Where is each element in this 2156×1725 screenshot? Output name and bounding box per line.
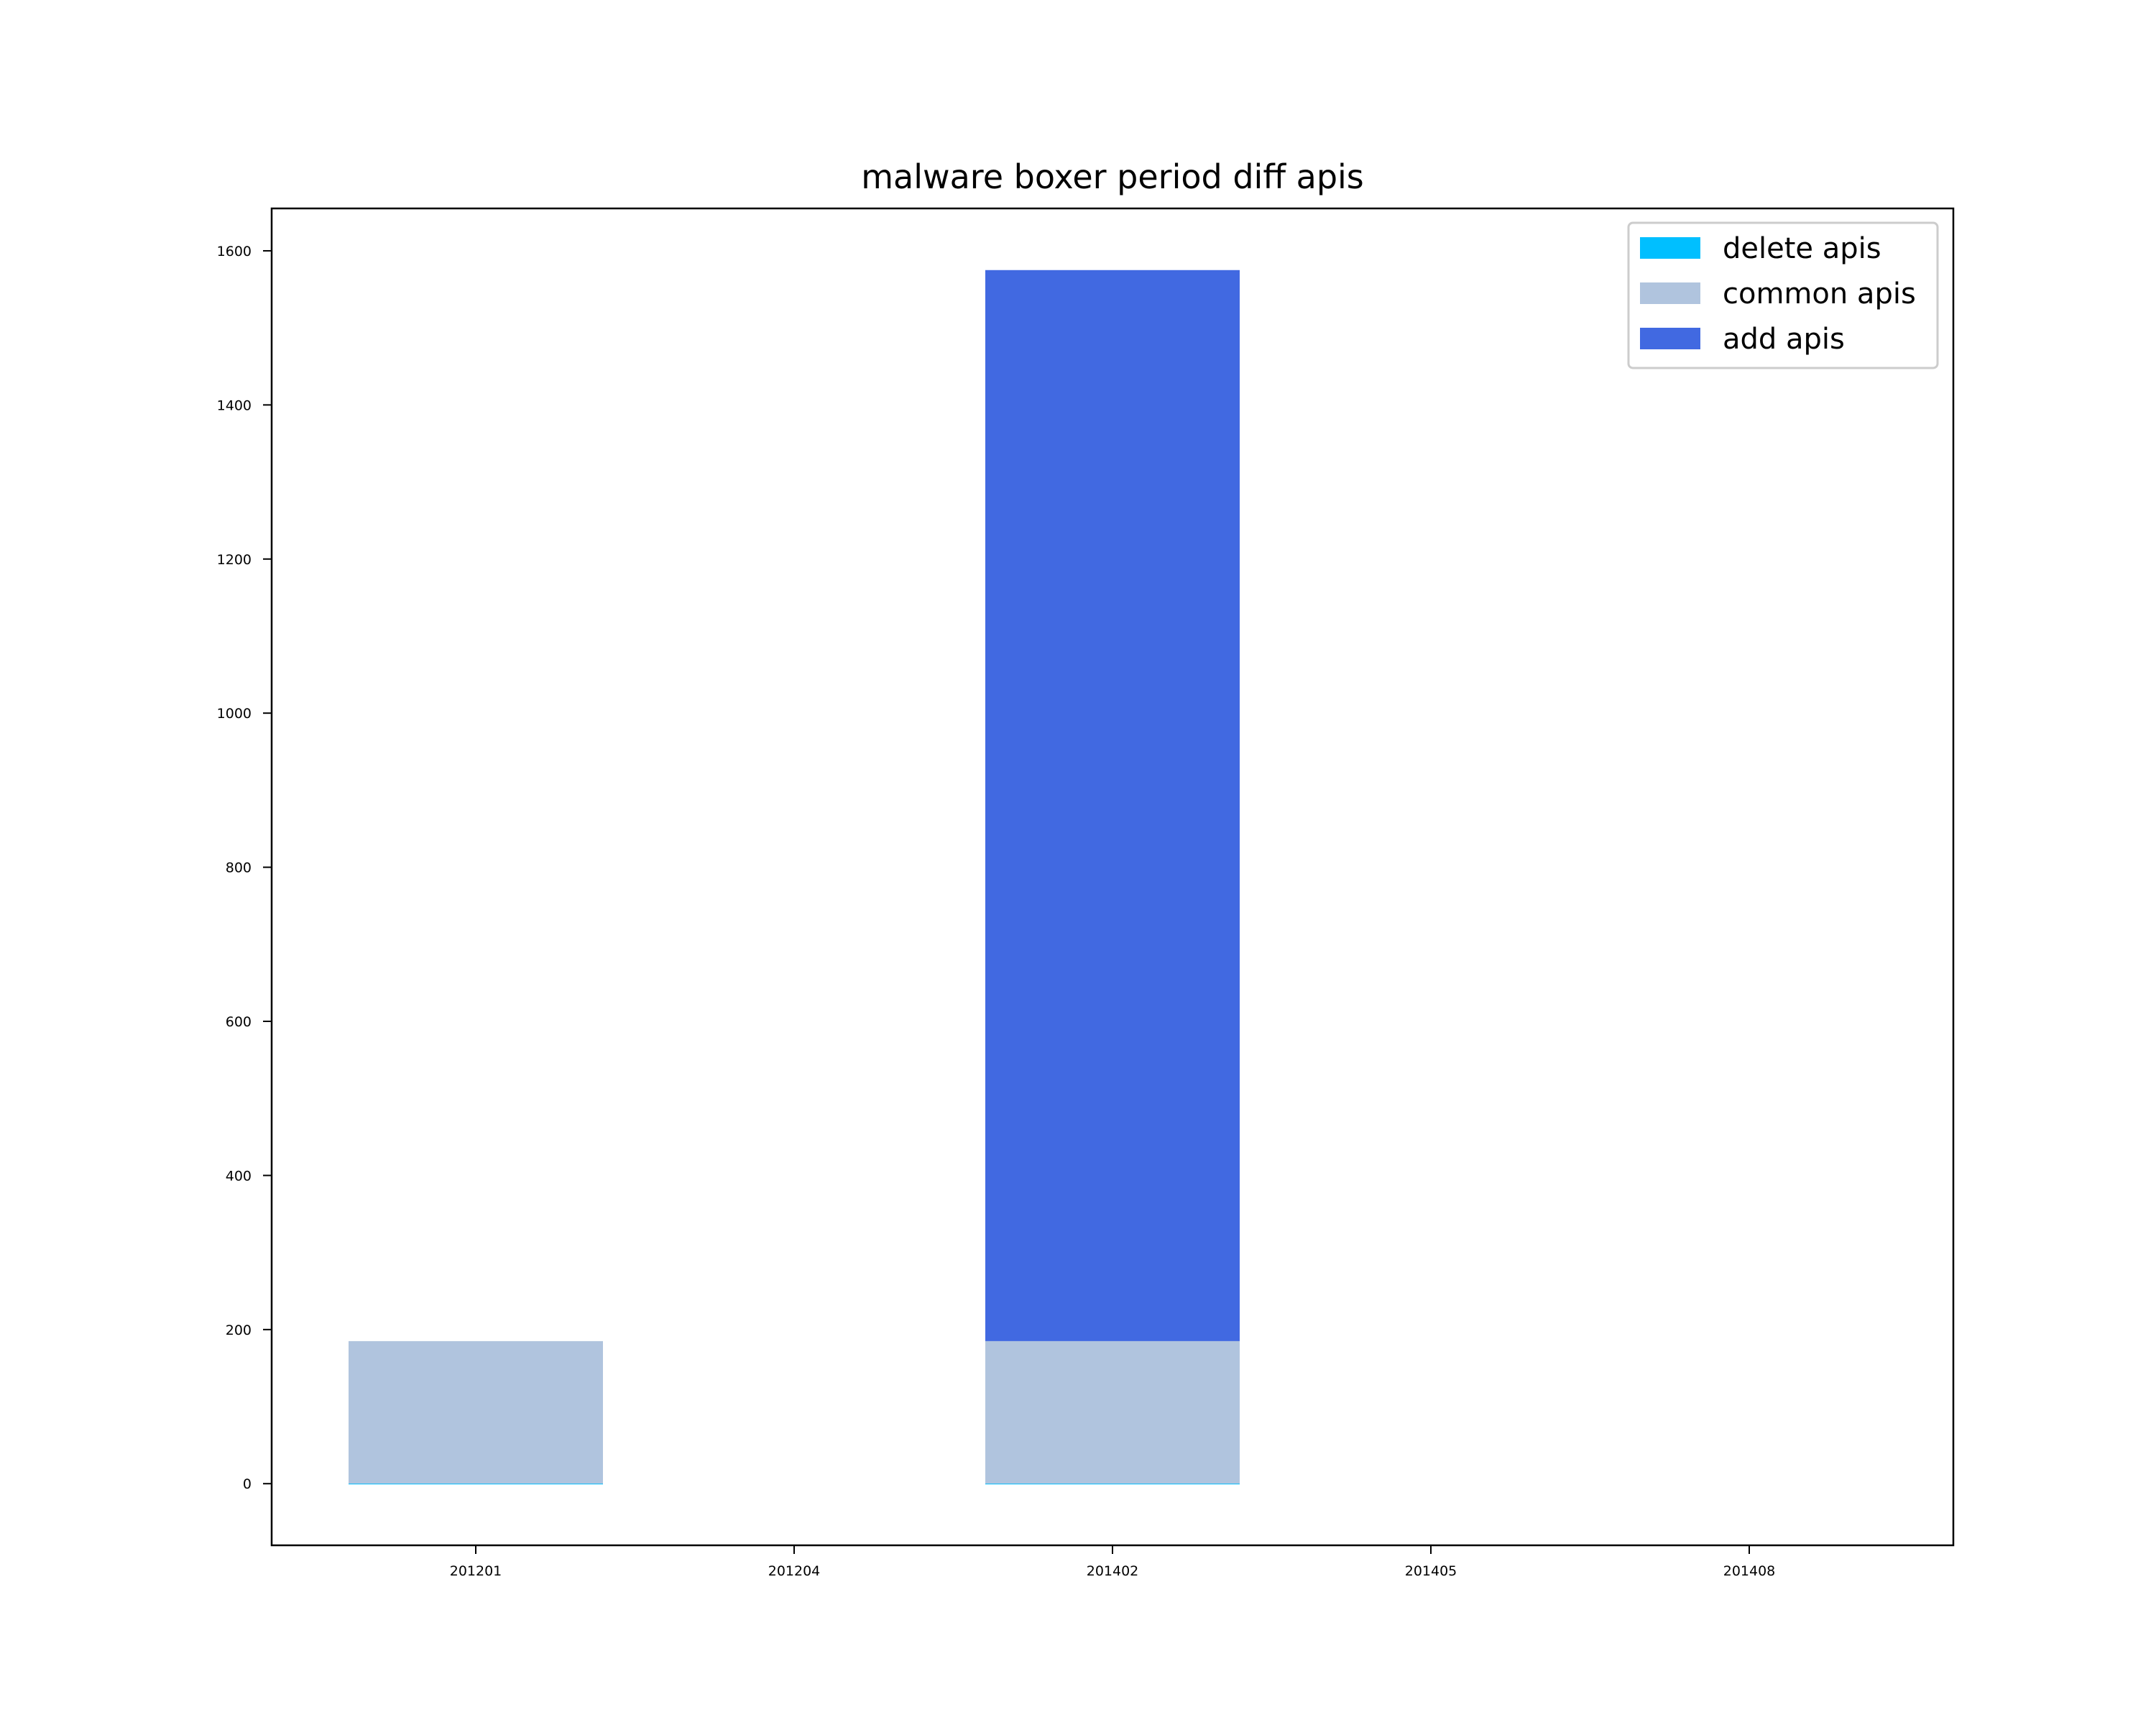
y-tick-label: 400 [226,1168,252,1184]
bar-common-apis-201402 [985,1340,1240,1484]
bar-common-apis-201201 [349,1340,603,1484]
y-axis: 0 200 400 600 800 1000 1200 1400 1600 [217,244,272,1492]
legend-box [1627,221,1939,369]
x-tick-label: 201201 [450,1563,502,1579]
legend-label-add-apis: add apis [1723,323,1845,356]
chart-title: malware boxer period diff apis [861,157,1364,196]
y-tick-label: 600 [226,1014,252,1030]
y-tick-label: 200 [226,1322,252,1338]
x-tick-label: 201402 [1087,1563,1139,1579]
y-tick-label: 0 [243,1476,252,1492]
legend-swatch-common-apis [1640,282,1700,304]
y-tick-label: 800 [226,860,252,876]
x-tick-label: 201405 [1405,1563,1457,1579]
x-tick-label: 201408 [1723,1563,1776,1579]
y-tick-label: 1400 [217,397,252,413]
legend-label-common-apis: common apis [1723,277,1916,310]
legend: delete apis common apis add apis [1627,221,1939,369]
legend-swatch-delete-apis [1640,237,1700,259]
y-tick-label: 1600 [217,244,252,259]
legend-label-delete-apis: delete apis [1723,232,1881,265]
legend-swatch-add-apis [1640,328,1700,349]
y-tick-label: 1000 [217,706,252,722]
y-tick-label: 1200 [217,552,252,568]
legend-items: delete apis common apis add apis [1640,232,1916,356]
bars-group [349,270,1240,1485]
bar-add-apis-201402 [985,270,1240,1341]
x-axis: 201201 201204 201402 201405 201408 [450,1545,1776,1579]
x-tick-label: 201204 [768,1563,821,1579]
